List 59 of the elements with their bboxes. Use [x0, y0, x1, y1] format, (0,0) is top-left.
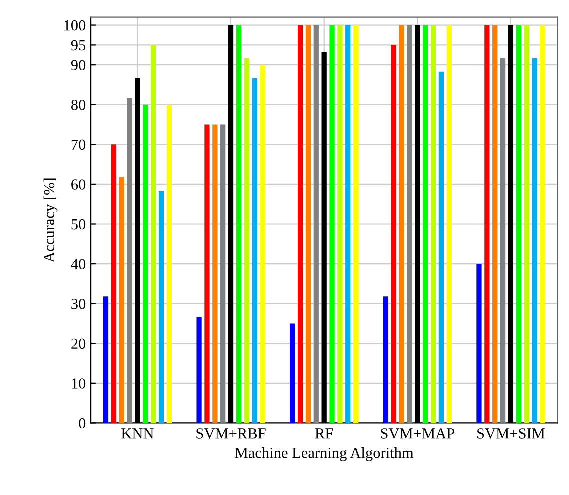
x-tick-label: RF — [315, 428, 334, 439]
y-tick-label: 60 — [72, 180, 86, 190]
bar — [252, 78, 258, 424]
y-tick-label: 95 — [71, 40, 86, 51]
y-tick-label: 10 — [72, 378, 86, 389]
y-tick-label: 0 — [79, 418, 86, 429]
bar — [306, 25, 312, 424]
bar — [166, 104, 172, 424]
bar — [407, 25, 412, 424]
y-tick-label: 30 — [72, 298, 86, 310]
y-tick-label: 100 — [64, 20, 86, 31]
x-tick-label: SVM+SIM — [478, 428, 545, 439]
bar — [532, 58, 538, 424]
bar — [423, 25, 428, 424]
bar — [391, 45, 396, 424]
y-tick-label: 50 — [72, 219, 86, 230]
bar — [260, 65, 266, 424]
bar — [516, 25, 522, 424]
bar — [244, 58, 250, 424]
bar — [383, 296, 388, 424]
y-tick-label: 90 — [71, 60, 86, 71]
bar — [290, 324, 296, 424]
bar — [236, 25, 242, 424]
bar — [150, 45, 156, 424]
y-tick-label: 70 — [72, 140, 86, 150]
bar — [430, 25, 436, 424]
bar — [338, 25, 343, 424]
bar — [446, 25, 452, 424]
x-tick-label: SVM+MAP — [381, 428, 454, 439]
bar — [492, 25, 498, 424]
x-tick-label: KNN — [122, 428, 154, 439]
bar — [220, 124, 226, 424]
bar — [111, 144, 116, 424]
bar — [346, 25, 351, 424]
y-tick-label: 40 — [71, 259, 86, 270]
bar — [353, 25, 359, 424]
y-tick-label: 80 — [71, 100, 86, 110]
bar — [119, 177, 124, 424]
bar — [212, 124, 218, 424]
bar — [399, 25, 404, 424]
x-axis-title: Machine Learning Algorithm — [235, 447, 414, 462]
bar — [524, 25, 530, 424]
bar — [143, 104, 148, 424]
bar — [196, 316, 202, 424]
bar — [476, 264, 482, 424]
bar — [314, 25, 319, 424]
bar — [298, 25, 304, 424]
bar — [158, 191, 164, 424]
bar — [484, 25, 490, 424]
bar — [438, 72, 444, 424]
x-tick-label: SVM+RBF — [196, 428, 266, 439]
bar — [103, 296, 109, 424]
bar — [330, 25, 335, 424]
bar — [500, 58, 506, 424]
bar — [540, 25, 546, 424]
y-axis-title: Accuracy [%] — [44, 178, 58, 263]
bar — [204, 124, 210, 424]
bar — [127, 98, 132, 424]
y-tick-label: 20 — [72, 338, 86, 350]
